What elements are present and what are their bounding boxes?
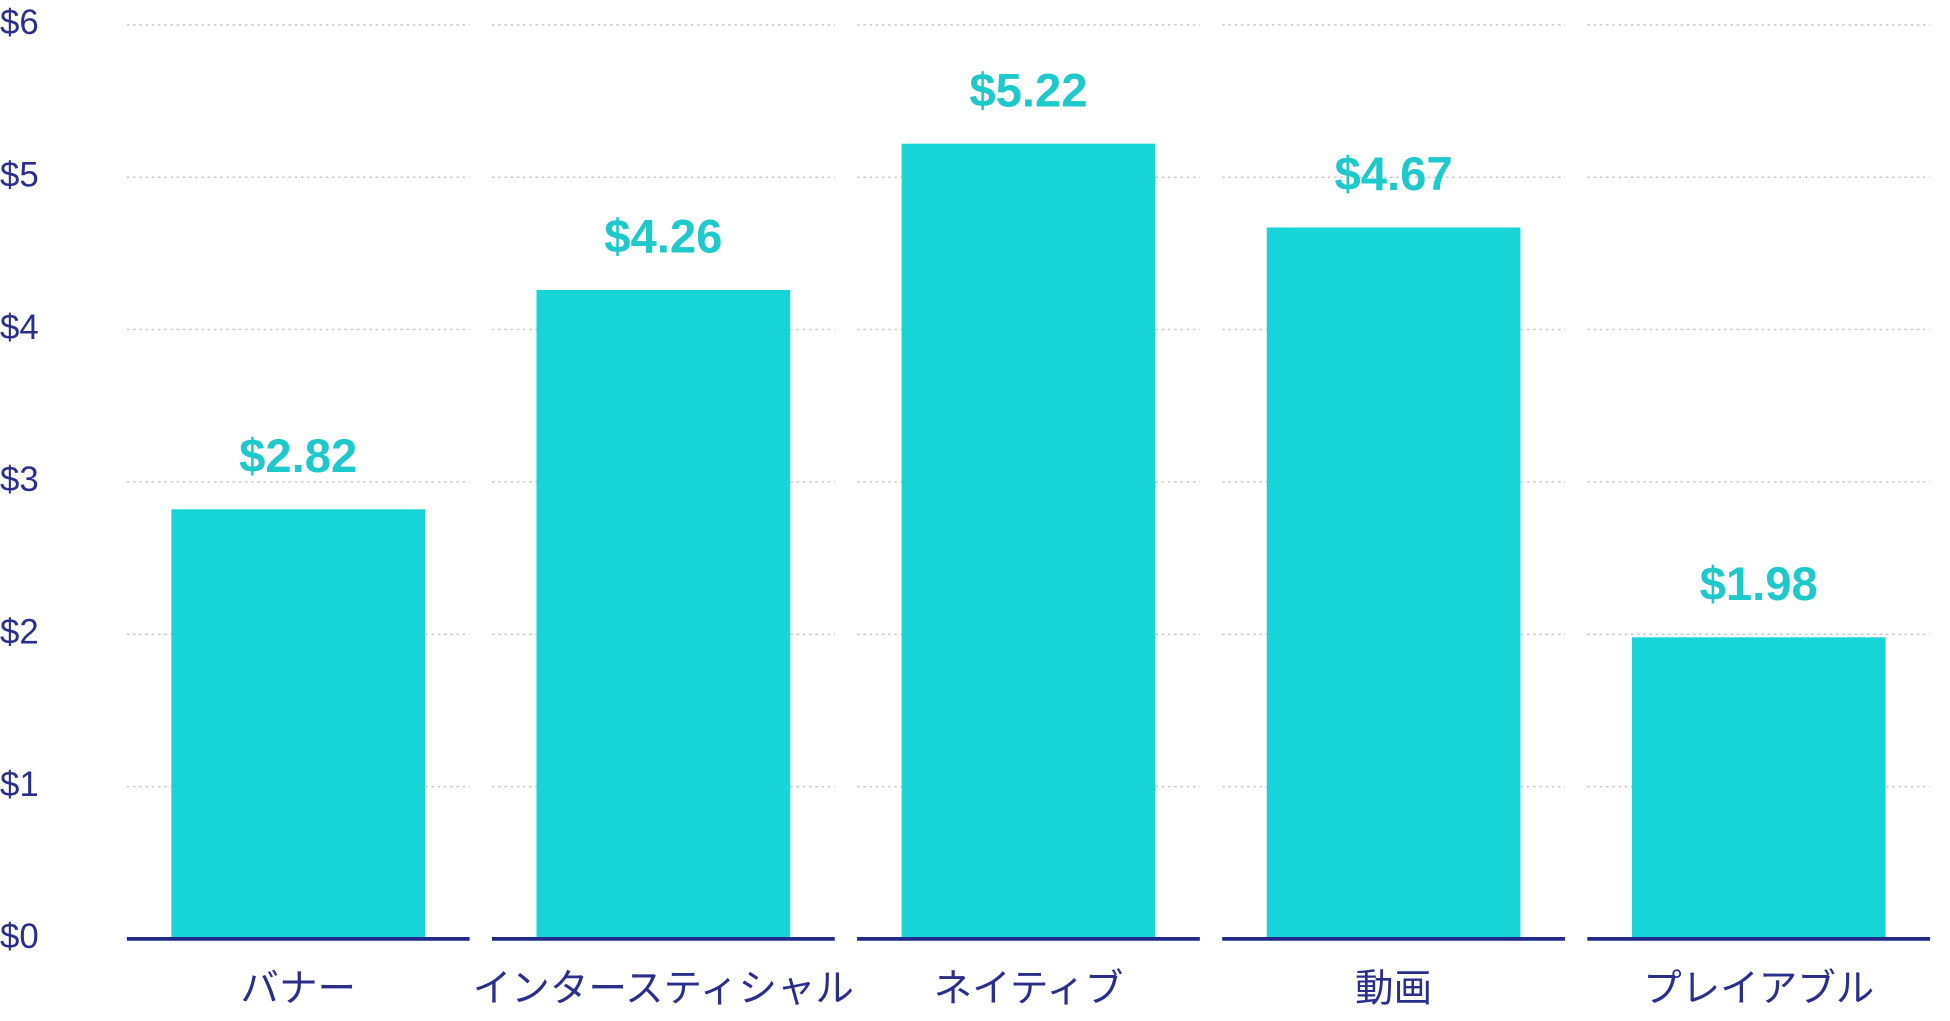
x-tick-label: 動画 [1355, 967, 1432, 1010]
x-tick-label: プレイアブル [1643, 967, 1874, 1010]
y-tick-label: $6 [0, 3, 39, 42]
x-tick-label: ネイティブ [934, 967, 1124, 1010]
value-label: $4.26 [604, 211, 722, 264]
bar [1631, 637, 1886, 939]
bar [901, 143, 1156, 939]
y-tick-label: $4 [0, 308, 39, 347]
y-tick-label: $3 [0, 460, 39, 499]
y-tick-label: $5 [0, 155, 39, 194]
x-tick-label: バナー [240, 967, 356, 1010]
value-label: $5.22 [969, 64, 1087, 117]
y-tick-label: $1 [0, 765, 39, 804]
y-tick-label: $2 [0, 612, 39, 651]
value-label: $4.67 [1334, 148, 1452, 201]
bar [536, 289, 791, 939]
bar [1266, 227, 1521, 939]
y-tick-label: $0 [0, 917, 39, 956]
value-label: $1.98 [1700, 558, 1818, 611]
value-label: $2.82 [239, 430, 357, 483]
bar [171, 509, 426, 939]
x-tick-label: インタースティシャル [473, 967, 854, 1010]
